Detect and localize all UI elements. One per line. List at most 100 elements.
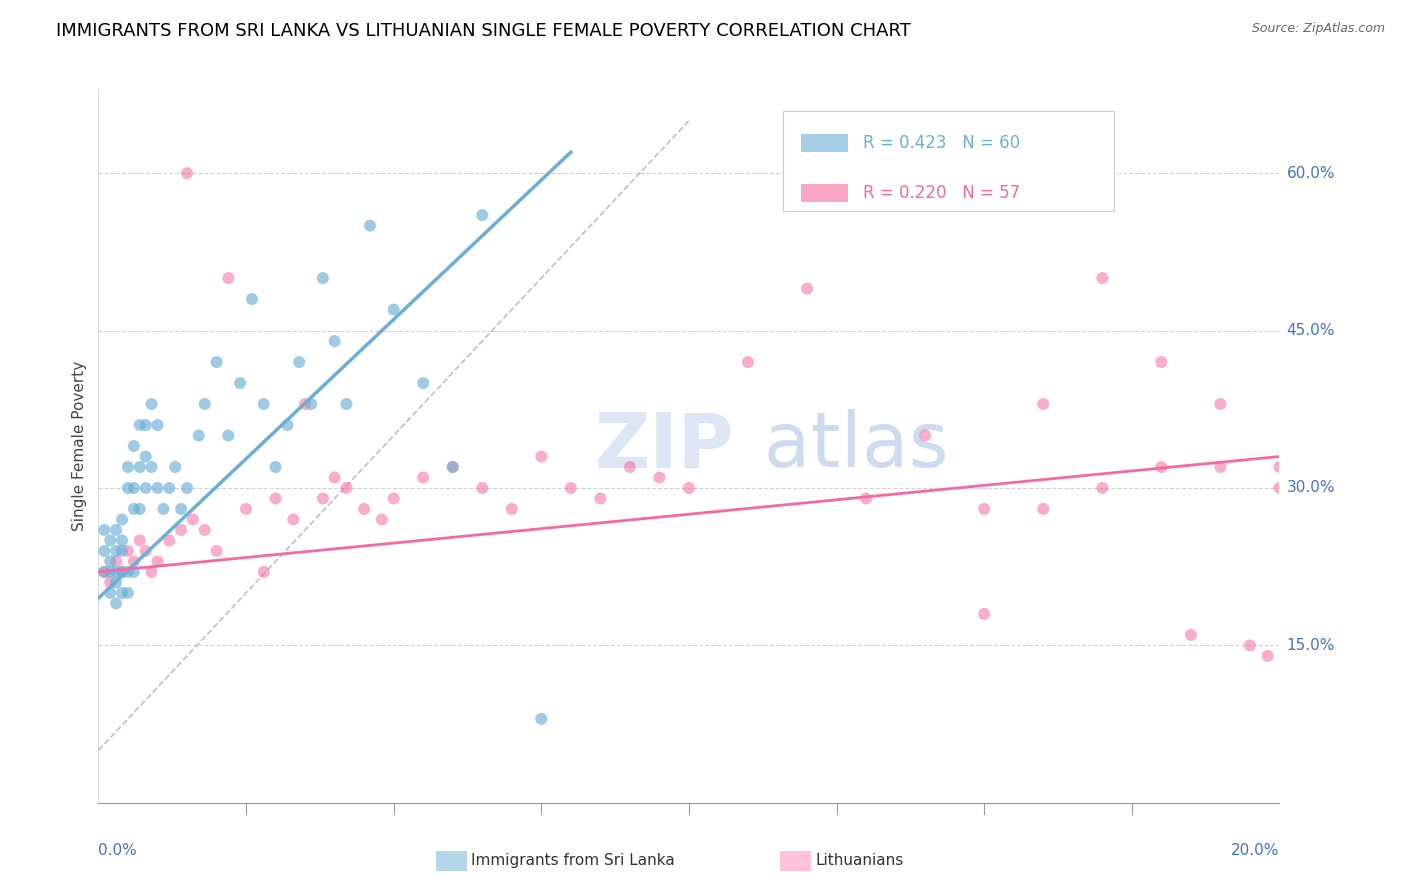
Point: [235, 502, 257, 516]
Point: [253, 397, 276, 411]
Point: [1032, 397, 1054, 411]
Point: [122, 439, 145, 453]
Point: [229, 376, 252, 390]
Point: [973, 502, 995, 516]
Point: [146, 554, 169, 568]
Text: 0.0%: 0.0%: [98, 843, 138, 858]
Point: [111, 565, 134, 579]
Point: [796, 282, 818, 296]
Y-axis label: Single Female Poverty: Single Female Poverty: [72, 361, 87, 531]
Point: [299, 397, 322, 411]
Point: [93, 523, 115, 537]
Point: [93, 565, 115, 579]
Point: [105, 575, 128, 590]
Point: [294, 397, 316, 411]
Point: [122, 565, 145, 579]
Point: [117, 544, 139, 558]
Point: [170, 523, 193, 537]
Point: [1209, 460, 1232, 475]
Point: [141, 460, 163, 475]
Point: [111, 586, 134, 600]
Point: [135, 481, 157, 495]
Point: [217, 271, 239, 285]
Point: [146, 417, 169, 432]
Text: Source: ZipAtlas.com: Source: ZipAtlas.com: [1251, 22, 1385, 36]
Point: [530, 712, 553, 726]
Point: [217, 428, 239, 442]
Point: [288, 355, 311, 369]
Point: [914, 428, 936, 442]
Point: [441, 460, 464, 475]
Point: [194, 523, 217, 537]
Point: [105, 565, 128, 579]
Point: [678, 481, 700, 495]
Point: [141, 565, 163, 579]
Point: [205, 544, 228, 558]
Point: [111, 512, 134, 526]
Text: Lithuanians: Lithuanians: [815, 854, 904, 868]
Point: [152, 502, 174, 516]
Point: [128, 460, 150, 475]
Point: [105, 544, 128, 558]
Text: Immigrants from Sri Lanka: Immigrants from Sri Lanka: [471, 854, 675, 868]
Text: IMMIGRANTS FROM SRI LANKA VS LITHUANIAN SINGLE FEMALE POVERTY CORRELATION CHART: IMMIGRANTS FROM SRI LANKA VS LITHUANIAN …: [56, 22, 911, 40]
Point: [530, 450, 553, 464]
Point: [176, 481, 198, 495]
Point: [146, 481, 169, 495]
Point: [170, 502, 193, 516]
Point: [501, 502, 523, 516]
Point: [323, 334, 346, 348]
Point: [1268, 460, 1291, 475]
Point: [187, 428, 209, 442]
Point: [253, 565, 276, 579]
Text: 30.0%: 30.0%: [1286, 481, 1334, 495]
Point: [105, 596, 128, 610]
Point: [619, 460, 641, 475]
Point: [194, 397, 217, 411]
Point: [98, 565, 121, 579]
Point: [98, 554, 121, 568]
Point: [111, 533, 134, 548]
Point: [973, 607, 995, 621]
Point: [1150, 460, 1173, 475]
Text: 20.0%: 20.0%: [1232, 843, 1279, 858]
Point: [276, 417, 298, 432]
Point: [122, 502, 145, 516]
Point: [312, 271, 335, 285]
Point: [157, 481, 180, 495]
Point: [371, 512, 394, 526]
Point: [471, 481, 494, 495]
Point: [117, 586, 139, 600]
Point: [105, 523, 128, 537]
Point: [93, 565, 115, 579]
Point: [111, 544, 134, 558]
Point: [471, 208, 494, 222]
Text: R = 0.220   N = 57: R = 0.220 N = 57: [862, 184, 1019, 202]
Point: [117, 565, 139, 579]
Point: [412, 470, 434, 484]
Point: [141, 397, 163, 411]
Point: [128, 533, 150, 548]
FancyBboxPatch shape: [801, 134, 848, 152]
Point: [93, 544, 115, 558]
Point: [589, 491, 612, 506]
Point: [176, 166, 198, 180]
Point: [98, 586, 121, 600]
Text: 60.0%: 60.0%: [1286, 166, 1334, 181]
Point: [312, 491, 335, 506]
Point: [240, 292, 263, 306]
Text: ZIP: ZIP: [595, 409, 734, 483]
Point: [441, 460, 464, 475]
Point: [1268, 481, 1291, 495]
Point: [117, 481, 139, 495]
Point: [648, 470, 671, 484]
Point: [135, 450, 157, 464]
Point: [382, 302, 405, 317]
Point: [264, 460, 287, 475]
Point: [1239, 639, 1261, 653]
Point: [157, 533, 180, 548]
Point: [205, 355, 228, 369]
Point: [122, 554, 145, 568]
Point: [382, 491, 405, 506]
Text: 45.0%: 45.0%: [1286, 323, 1334, 338]
